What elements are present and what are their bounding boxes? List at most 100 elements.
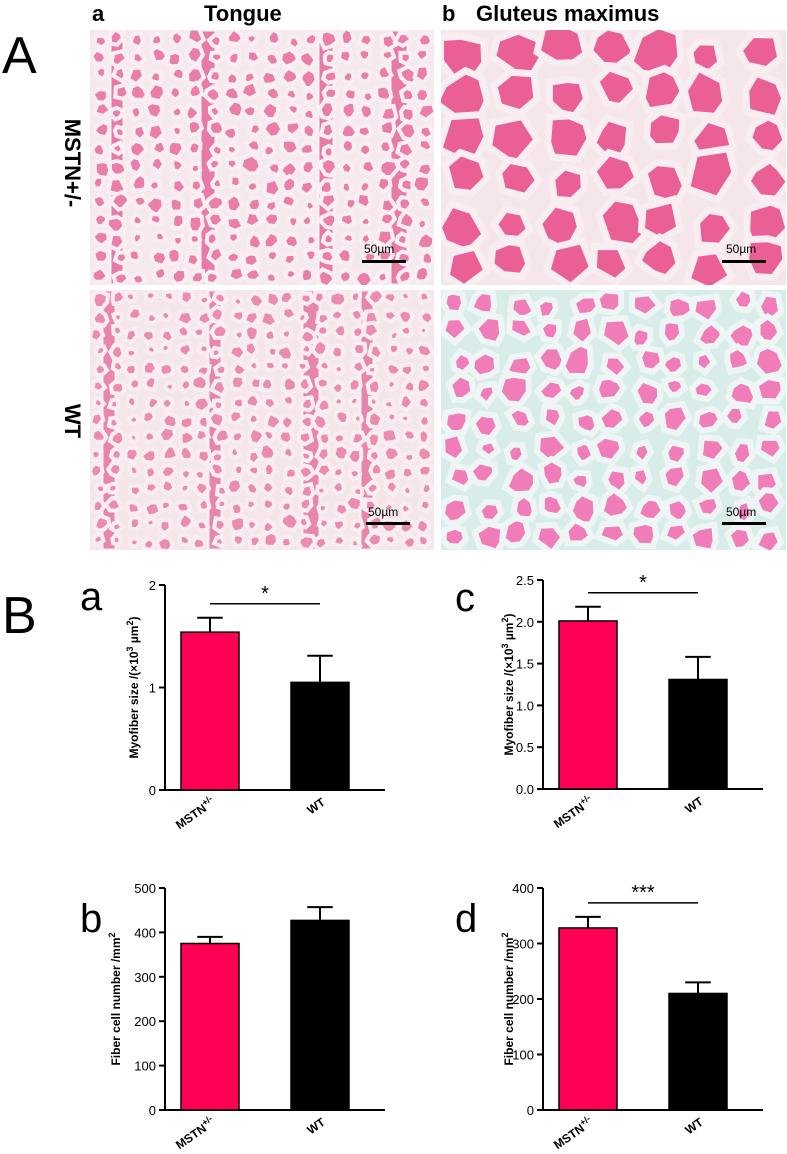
muscle-fiber bbox=[314, 444, 333, 466]
muscle-fiber bbox=[242, 478, 262, 498]
muscle-fiber bbox=[750, 342, 786, 381]
muscle-fiber bbox=[297, 291, 315, 307]
muscle-fiber bbox=[145, 80, 168, 104]
muscle-fiber bbox=[190, 394, 214, 415]
muscle-fiber bbox=[178, 466, 193, 483]
muscle-fiber bbox=[415, 30, 434, 49]
muscle-fiber bbox=[212, 362, 229, 378]
muscle-fiber bbox=[192, 478, 212, 499]
muscle-fiber bbox=[281, 231, 302, 251]
x-tick-label: WT bbox=[682, 1115, 706, 1138]
muscle-fiber bbox=[628, 323, 654, 351]
muscle-fiber bbox=[142, 500, 163, 519]
muscle-fiber bbox=[374, 83, 394, 104]
muscle-fiber bbox=[348, 306, 366, 324]
muscle-fiber bbox=[304, 233, 320, 248]
y-tick-label: 1.5 bbox=[516, 657, 534, 672]
muscle-fiber bbox=[400, 427, 420, 444]
muscle-fiber bbox=[223, 191, 245, 215]
muscle-fiber bbox=[533, 295, 560, 323]
muscle-fiber bbox=[382, 477, 401, 498]
muscle-fiber bbox=[177, 376, 195, 394]
muscle-fiber bbox=[562, 379, 591, 407]
muscle-fiber bbox=[348, 430, 368, 448]
muscle-fiber bbox=[297, 341, 315, 358]
muscle-fiber bbox=[417, 309, 434, 328]
muscle-fiber bbox=[277, 358, 293, 375]
muscle-fiber bbox=[692, 317, 727, 350]
muscle-fiber bbox=[475, 436, 502, 462]
muscle-fiber bbox=[400, 377, 418, 396]
muscle-fiber bbox=[682, 144, 739, 204]
muscle-fiber bbox=[298, 265, 316, 285]
muscle-fiber bbox=[328, 379, 347, 397]
muscle-fiber bbox=[533, 376, 569, 405]
muscle-fiber bbox=[226, 342, 248, 364]
muscle-fiber bbox=[280, 392, 297, 409]
muscle-fiber bbox=[123, 290, 138, 304]
muscle-fiber bbox=[137, 447, 159, 465]
muscle-fiber bbox=[398, 362, 416, 380]
muscle-fiber bbox=[355, 46, 373, 64]
muscle-fiber bbox=[130, 230, 145, 247]
muscle-fiber bbox=[298, 448, 314, 464]
y-tick-label: 200 bbox=[134, 1014, 156, 1029]
muscle-fiber bbox=[263, 50, 282, 69]
muscle-fiber bbox=[242, 391, 262, 411]
muscle-fiber bbox=[157, 327, 177, 346]
muscle-fiber bbox=[246, 290, 268, 311]
muscle-fiber bbox=[177, 414, 196, 432]
muscle-fiber bbox=[261, 142, 279, 159]
muscle-fiber bbox=[368, 459, 386, 479]
muscle-fiber bbox=[330, 322, 349, 340]
muscle-fiber bbox=[159, 341, 173, 356]
muscle-fiber bbox=[585, 30, 641, 70]
muscle-fiber bbox=[211, 398, 226, 413]
muscle-fiber bbox=[417, 323, 431, 338]
muscle-fiber bbox=[344, 446, 364, 468]
y-tick-label: 300 bbox=[512, 937, 534, 952]
muscle-fiber bbox=[170, 233, 186, 249]
muscle-fiber bbox=[108, 158, 130, 178]
muscle-fiber bbox=[394, 230, 410, 248]
muscle-fiber bbox=[320, 68, 341, 85]
muscle-fiber bbox=[742, 68, 786, 124]
muscle-fiber bbox=[468, 347, 501, 382]
muscle-fiber bbox=[224, 30, 246, 47]
muscle-fiber bbox=[750, 525, 785, 550]
muscle-fiber bbox=[692, 405, 725, 435]
muscle-fiber bbox=[212, 426, 233, 446]
muscle-fiber bbox=[294, 463, 317, 481]
muscle-fiber bbox=[186, 80, 205, 101]
muscle-fiber bbox=[297, 326, 318, 346]
y-axis-label: Fiber cell number /mm2 bbox=[500, 932, 516, 1065]
muscle-fiber bbox=[441, 429, 469, 466]
muscle-fiber bbox=[176, 509, 196, 533]
muscle-fiber bbox=[398, 290, 414, 303]
muscle-fiber bbox=[127, 81, 150, 102]
muscle-fiber bbox=[262, 270, 280, 285]
muscle-fiber bbox=[169, 30, 185, 48]
muscle-fiber bbox=[93, 64, 109, 82]
muscle-fiber bbox=[339, 99, 358, 122]
muscle-fiber bbox=[108, 445, 124, 462]
bar-chart-a: a 0 1 2 Myofiber size /(×103 µm2) MSTN+/- WT * bbox=[80, 575, 385, 832]
muscle-fiber bbox=[659, 519, 693, 547]
x-tick-label: WT bbox=[682, 794, 706, 817]
muscle-fiber bbox=[302, 88, 319, 105]
muscle-fiber bbox=[728, 437, 756, 469]
muscle-fiber bbox=[194, 517, 211, 533]
muscle-fiber bbox=[364, 530, 384, 550]
muscle-fiber bbox=[592, 290, 625, 317]
muscle-fiber bbox=[206, 67, 224, 85]
muscle-fiber bbox=[147, 212, 165, 228]
muscle-fiber bbox=[128, 103, 144, 122]
muscle-fiber bbox=[246, 121, 264, 138]
muscle-fiber bbox=[418, 361, 434, 376]
muscle-fiber bbox=[90, 307, 110, 328]
muscle-fiber bbox=[415, 531, 432, 549]
muscle-fiber bbox=[238, 78, 261, 101]
muscle-fiber bbox=[187, 231, 203, 247]
muscle-fiber bbox=[316, 430, 333, 448]
muscle-fiber bbox=[90, 377, 108, 395]
